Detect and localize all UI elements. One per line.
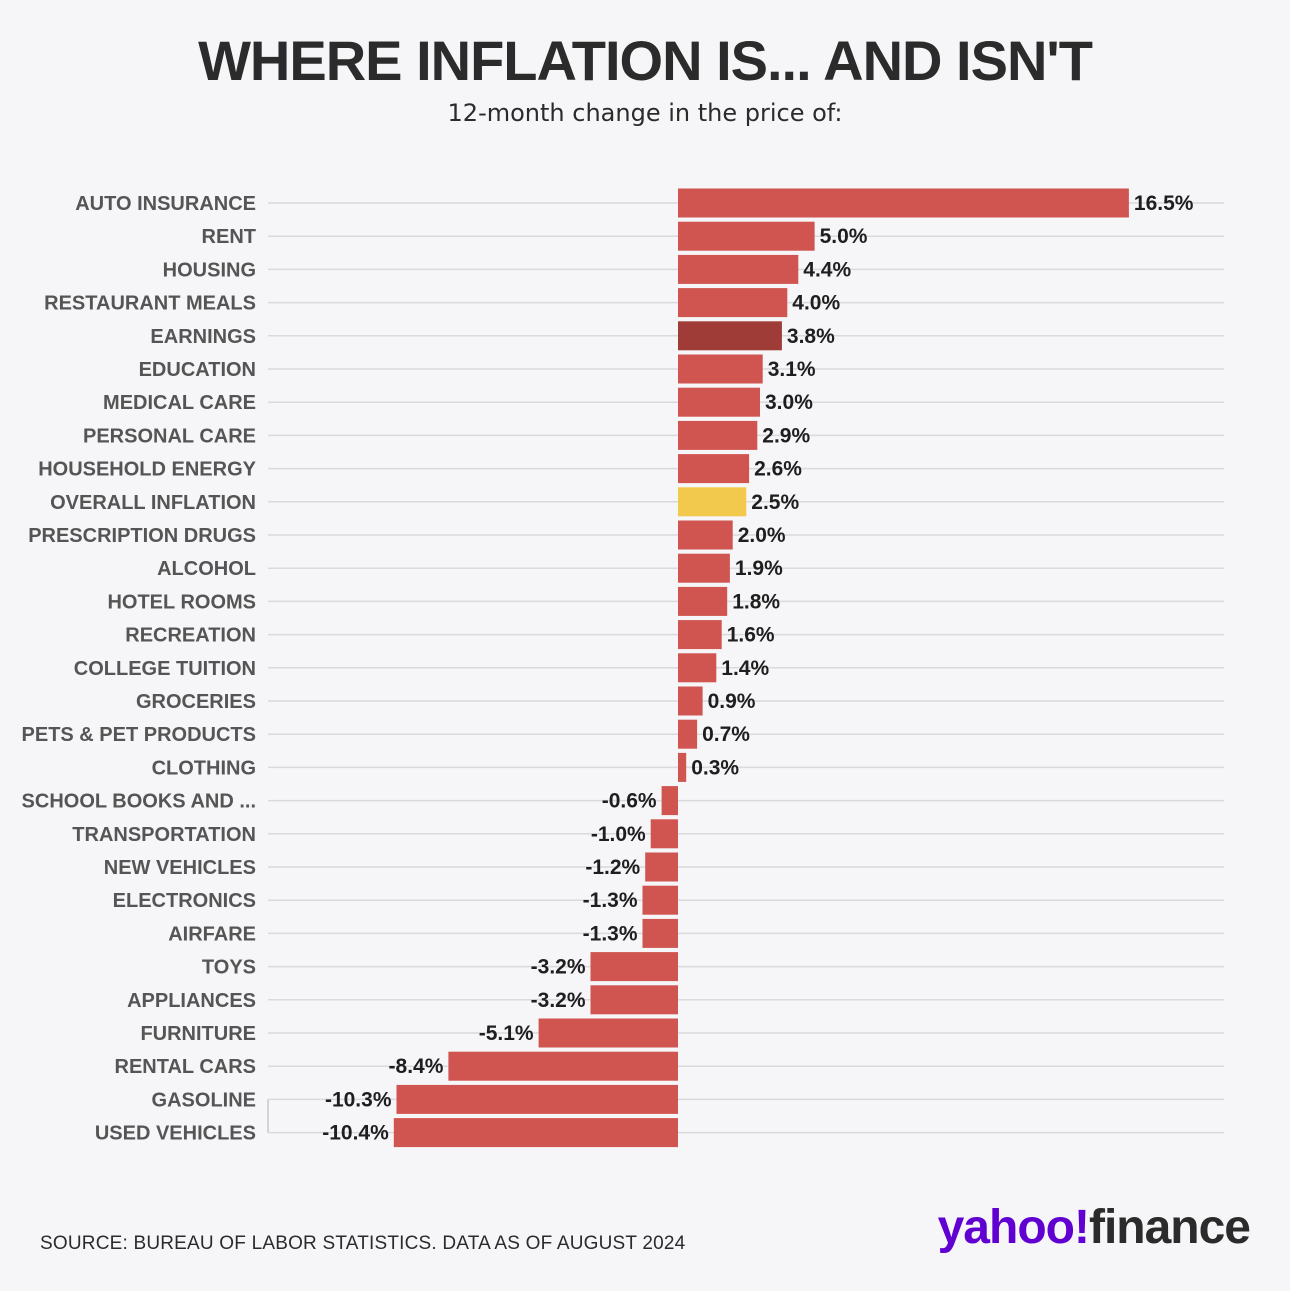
bar xyxy=(678,620,722,650)
bar xyxy=(678,288,788,318)
value-label: 2.0% xyxy=(738,524,786,547)
value-label: 4.0% xyxy=(792,292,840,315)
value-label: 5.0% xyxy=(820,225,868,248)
category-label: RENTAL CARS xyxy=(115,1056,256,1078)
category-label: PETS & PET PRODUCTS xyxy=(22,724,256,746)
bar xyxy=(650,819,678,849)
value-label: 0.7% xyxy=(702,723,750,746)
value-label: 1.8% xyxy=(732,590,780,613)
bar xyxy=(678,321,782,351)
bar xyxy=(678,354,763,384)
value-label: -1.2% xyxy=(585,856,640,879)
category-label: HOUSEHOLD ENERGY xyxy=(38,459,256,481)
value-label: 4.4% xyxy=(803,258,851,281)
bar xyxy=(678,254,799,284)
bar xyxy=(678,752,687,782)
bar xyxy=(678,221,815,251)
bar xyxy=(642,918,678,948)
value-label: -8.4% xyxy=(389,1055,444,1078)
value-label: 1.4% xyxy=(721,657,769,680)
category-label: APPLIANCES xyxy=(127,990,256,1012)
value-label: -3.2% xyxy=(531,956,586,979)
category-labels: AUTO INSURANCE RENT HOUSING RESTAURANT MEAL… xyxy=(22,193,257,1145)
bar xyxy=(678,719,698,749)
value-label: 1.6% xyxy=(727,624,775,647)
category-label: ELECTRONICS xyxy=(113,890,256,912)
bar xyxy=(678,487,747,517)
value-label: 3.1% xyxy=(768,358,816,381)
category-label: RECREATION xyxy=(125,625,256,647)
category-label: AIRFARE xyxy=(168,923,256,945)
bar xyxy=(678,188,1129,218)
category-label: PERSONAL CARE xyxy=(83,425,256,447)
bar xyxy=(642,885,678,915)
value-label: -5.1% xyxy=(479,1022,534,1045)
value-label: 0.9% xyxy=(708,690,756,713)
category-label: TOYS xyxy=(202,957,256,979)
category-label: ALCOHOL xyxy=(157,558,256,580)
value-label: -1.0% xyxy=(591,823,646,846)
category-label: TRANSPORTATION xyxy=(72,824,256,846)
bar xyxy=(678,653,717,683)
bar xyxy=(678,387,760,417)
value-label: -3.2% xyxy=(531,989,586,1012)
value-label: 2.9% xyxy=(762,424,810,447)
logo-yahoo: yahoo! xyxy=(937,1201,1090,1254)
bar xyxy=(678,420,758,450)
bars xyxy=(393,188,1129,1148)
logo-finance: finance xyxy=(1088,1201,1251,1254)
yahoo-finance-logo[interactable]: yahoo!finance xyxy=(937,1200,1251,1255)
category-label: FURNITURE xyxy=(140,1023,256,1045)
value-label: 0.3% xyxy=(691,756,739,779)
value-label: -10.3% xyxy=(325,1088,392,1111)
category-label: PRESCRIPTION DRUGS xyxy=(28,525,256,547)
category-label: GASOLINE xyxy=(152,1089,256,1111)
category-label: EDUCATION xyxy=(139,359,256,381)
chart-title: WHERE INFLATION IS... AND ISN'T xyxy=(198,29,1093,92)
value-label: -10.4% xyxy=(322,1122,389,1145)
bar xyxy=(678,553,730,583)
bar xyxy=(661,786,678,816)
value-label: 16.5% xyxy=(1134,192,1194,215)
value-label: -0.6% xyxy=(602,790,657,813)
category-label: HOTEL ROOMS xyxy=(107,591,256,613)
value-label: -1.3% xyxy=(583,889,638,912)
bar xyxy=(393,1118,678,1148)
bar xyxy=(678,586,728,616)
bar xyxy=(590,952,678,982)
value-label: 1.9% xyxy=(735,557,783,580)
value-label: 3.8% xyxy=(787,325,835,348)
category-label: AUTO INSURANCE xyxy=(75,193,256,215)
bar xyxy=(538,1018,678,1048)
value-label: -1.3% xyxy=(583,922,638,945)
category-label: CLOTHING xyxy=(152,757,256,779)
category-label: RESTAURANT MEALS xyxy=(44,293,256,315)
category-label: EARNINGS xyxy=(150,326,256,348)
bar xyxy=(678,454,750,484)
bar xyxy=(448,1051,678,1081)
category-label: SCHOOL BOOKS AND ... xyxy=(22,791,256,813)
value-label: 2.6% xyxy=(754,458,802,481)
category-label: NEW VEHICLES xyxy=(104,857,256,879)
value-label: 3.0% xyxy=(765,391,813,414)
source-note: SOURCE: BUREAU OF LABOR STATISTICS. DATA… xyxy=(40,1233,686,1254)
bar xyxy=(396,1084,678,1114)
value-label: 2.5% xyxy=(751,491,799,514)
bar xyxy=(678,686,703,716)
value-labels: 16.5% 5.0% 4.4% 4.0% 3.8% 3.1% 3.0% 2.9% 2.6% 2.5… xyxy=(322,192,1194,1145)
category-label: RENT xyxy=(202,226,256,248)
bar xyxy=(590,985,678,1015)
category-label: USED VEHICLES xyxy=(95,1123,256,1145)
bar xyxy=(645,852,678,882)
category-label: OVERALL INFLATION xyxy=(50,492,256,514)
bar xyxy=(678,520,733,550)
category-label: COLLEGE TUITION xyxy=(74,658,256,680)
chart-subtitle: 12-month change in the price of: xyxy=(447,99,843,127)
category-label: GROCERIES xyxy=(136,691,256,713)
category-label: MEDICAL CARE xyxy=(103,392,256,414)
category-label: HOUSING xyxy=(163,259,256,281)
